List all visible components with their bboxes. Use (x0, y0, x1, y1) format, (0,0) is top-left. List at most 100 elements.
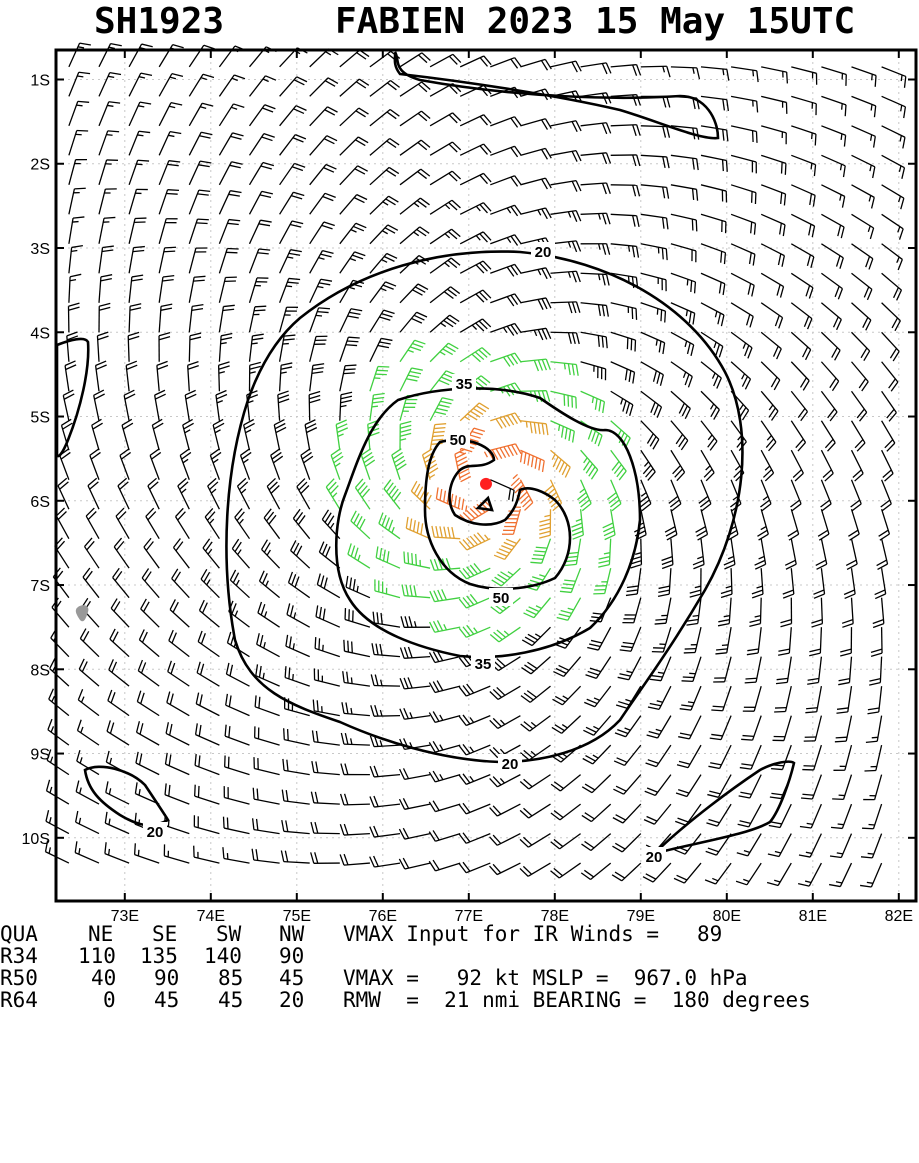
wind-barb (197, 662, 219, 686)
wind-barb (142, 569, 159, 598)
wind-barb (852, 67, 877, 87)
wind-barb (232, 539, 249, 568)
wind-barb (341, 764, 370, 775)
wind-barb (520, 59, 551, 70)
wind-barb (370, 796, 400, 807)
wind-barb (159, 276, 174, 303)
wind-barb (375, 579, 400, 597)
wind-barb (99, 189, 117, 214)
wind-barb (581, 391, 605, 413)
wind-barb (430, 54, 461, 66)
wind-barb (341, 733, 370, 745)
wind-barb (646, 745, 671, 767)
wind-barb (99, 303, 110, 332)
wind-barb (581, 863, 610, 879)
stats-header-nw: NW (279, 924, 304, 946)
wind-barb (752, 568, 763, 598)
wind-barb (159, 45, 183, 67)
wind-barb (235, 509, 250, 539)
wind-barb (392, 449, 407, 480)
wind-barb (882, 214, 904, 239)
wind-barb (557, 598, 581, 621)
wind-barb (582, 775, 610, 793)
wind-barb (346, 576, 370, 598)
stats-row-r50: R50 40 90 85 45 VMAX = 92 kt MSLP = 967.… (0, 968, 51, 990)
wind-barb (224, 817, 250, 834)
wind-barb (310, 165, 337, 185)
wind-barb (761, 214, 785, 236)
wind-barb (460, 319, 491, 332)
wind-barb (230, 570, 249, 598)
wind-barb (490, 324, 521, 336)
wind-barb (351, 511, 370, 539)
wind-barb (198, 631, 219, 657)
wind-barb (671, 303, 695, 325)
wind-barb (615, 716, 641, 737)
wind-barb (284, 728, 310, 745)
wind-barb (257, 633, 280, 656)
wind-barb (166, 753, 190, 775)
contour-line (478, 498, 492, 510)
contour-label: 20 (646, 849, 663, 866)
wind-barb (429, 711, 460, 722)
wind-barb (459, 774, 490, 785)
wind-barb (76, 811, 99, 834)
wind-barb (159, 333, 170, 362)
wind-barb (340, 223, 367, 244)
wind-barb (459, 684, 490, 696)
wind-barb (582, 834, 611, 851)
wind-barb (459, 803, 490, 814)
wind-barb (310, 49, 339, 67)
wind-barb (370, 225, 398, 244)
wind-barb (831, 804, 851, 828)
wind-barb (430, 589, 460, 601)
wind-barb (312, 761, 340, 774)
wind-barb (711, 686, 731, 711)
wind-barb (821, 155, 845, 177)
wind-barb (50, 658, 69, 686)
wind-barb (494, 539, 520, 560)
wind-barb (882, 185, 904, 209)
wind-barb (310, 308, 330, 332)
wind-barb (99, 275, 112, 303)
wind-barb (188, 362, 199, 392)
wind-barb (873, 598, 884, 628)
wind-barb (852, 185, 875, 209)
wind-barb (490, 413, 521, 429)
wind-barb (490, 863, 521, 875)
stats-header-se: SE (152, 924, 177, 946)
wind-barb (882, 155, 905, 178)
y-tick-label: 4S (30, 325, 50, 342)
wind-barb (69, 188, 86, 214)
wind-barb (641, 155, 669, 168)
wind-barb (250, 191, 273, 214)
wind-barb (310, 107, 338, 126)
wind-barb (701, 214, 726, 233)
stats-header-qua: QUA (0, 924, 38, 946)
wind-barb (607, 480, 621, 511)
wind-barb (641, 421, 659, 450)
wind-barb (791, 450, 803, 481)
wind-barb (678, 716, 701, 739)
wind-barb (430, 142, 461, 155)
wind-barb (371, 705, 400, 716)
wind-barb (69, 43, 91, 67)
wind-barb (551, 804, 581, 820)
wind-barb (219, 104, 244, 126)
wind-barb (844, 568, 855, 598)
wind-barb (129, 131, 150, 155)
wind-barb (400, 677, 430, 688)
wind-barb (219, 249, 238, 274)
wind-barb (852, 96, 876, 117)
wind-barb (581, 244, 610, 255)
wind-barb (693, 539, 704, 569)
wind-barb (69, 217, 84, 244)
wind-barb (189, 333, 201, 362)
wind-barb (761, 303, 782, 329)
wind-barb (372, 643, 400, 656)
wind-barb (658, 568, 671, 596)
wind-barb (400, 227, 429, 244)
wind-barb (189, 190, 210, 214)
wind-barb (584, 686, 610, 707)
